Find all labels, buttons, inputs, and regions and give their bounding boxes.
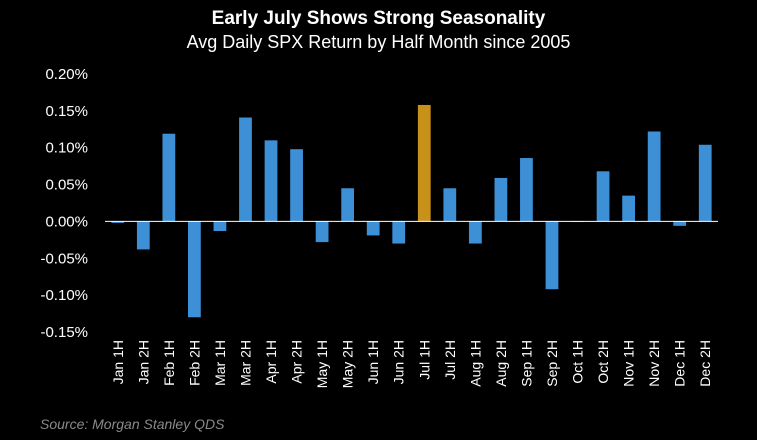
chart-subtitle: Avg Daily SPX Return by Half Month since… — [186, 32, 571, 52]
bar-oct-2h — [596, 171, 610, 222]
bar-dec-2h — [698, 144, 712, 222]
y-tick-label: -0.15% — [40, 324, 88, 341]
x-tick-label: Jul 2H — [442, 340, 458, 380]
bar-jan-1h — [111, 221, 125, 223]
bar-jul-2h — [443, 188, 457, 222]
bar-sep-1h — [520, 158, 533, 222]
x-tick-label: Jun 1H — [365, 340, 381, 384]
bar-sep-2h — [545, 221, 559, 290]
chart-title: Early July Shows Strong Seasonality — [211, 8, 546, 29]
bar-feb-1h — [162, 133, 176, 222]
y-tick-label: -0.10% — [40, 287, 88, 304]
x-tick-label: Jun 2H — [391, 340, 407, 384]
x-tick-label: May 1H — [314, 340, 330, 388]
bar-apr-1h — [264, 140, 278, 222]
x-tick-label: Sep 2H — [544, 340, 560, 387]
bar-jul-1h — [417, 104, 431, 222]
bar-jun-1h — [366, 221, 380, 236]
bar-aug-1h — [468, 221, 482, 244]
x-tick-label: Sep 1H — [518, 340, 534, 387]
x-tick-label: May 2H — [340, 340, 356, 388]
x-tick-label: Nov 2H — [646, 340, 662, 387]
x-tick-label: Nov 1H — [621, 340, 637, 387]
x-tick-label: Feb 1H — [161, 340, 177, 386]
x-tick-label: Mar 1H — [212, 340, 228, 386]
y-tick-label: 0.20% — [45, 66, 88, 83]
y-tick-label: -0.05% — [40, 250, 88, 267]
x-tick-label: Jan 2H — [135, 340, 151, 384]
bar-dec-1h — [673, 221, 687, 226]
x-tick-label: Jul 1H — [416, 340, 432, 380]
bar-mar-2h — [239, 117, 252, 222]
bar-may-1h — [315, 221, 329, 243]
x-tick-label: Aug 1H — [467, 340, 483, 387]
bar-apr-2h — [290, 149, 303, 222]
bar-jan-2h — [136, 221, 150, 250]
bar-jun-2h — [392, 221, 406, 244]
y-tick-label: 0.10% — [45, 140, 88, 157]
bars — [111, 104, 712, 318]
x-tick-label: Apr 2H — [289, 340, 305, 384]
bar-nov-1h — [622, 195, 635, 222]
bar-nov-2h — [647, 131, 661, 222]
x-tick-label: Aug 2H — [493, 340, 509, 387]
y-axis: 0.20% 0.15% 0.10% 0.05% 0.00% -0.05% -0.10% -0.… — [40, 66, 88, 341]
bar-may-2h — [341, 188, 355, 222]
y-tick-label: 0.05% — [45, 177, 88, 194]
x-tick-label: Dec 1H — [672, 340, 688, 387]
x-tick-label: Feb 2H — [186, 340, 202, 386]
bar-feb-2h — [188, 221, 201, 318]
x-tick-label: Apr 1H — [263, 340, 279, 384]
bar-aug-2h — [494, 177, 508, 222]
x-tick-label: Mar 2H — [237, 340, 253, 386]
y-tick-label: 0.15% — [45, 103, 88, 120]
x-tick-label: Oct 1H — [570, 340, 586, 384]
x-tick-label: Oct 2H — [595, 340, 611, 384]
x-tick-label: Dec 2H — [697, 340, 713, 387]
x-axis: Jan 1H Jan 2H Feb 1H Feb 2H Mar 1H Mar 2H Apr … — [110, 340, 713, 388]
bar-mar-1h — [213, 221, 227, 232]
x-tick-label: Jan 1H — [110, 340, 126, 384]
source-note: Source: Morgan Stanley QDS — [40, 416, 225, 432]
y-tick-label: 0.00% — [45, 213, 88, 230]
